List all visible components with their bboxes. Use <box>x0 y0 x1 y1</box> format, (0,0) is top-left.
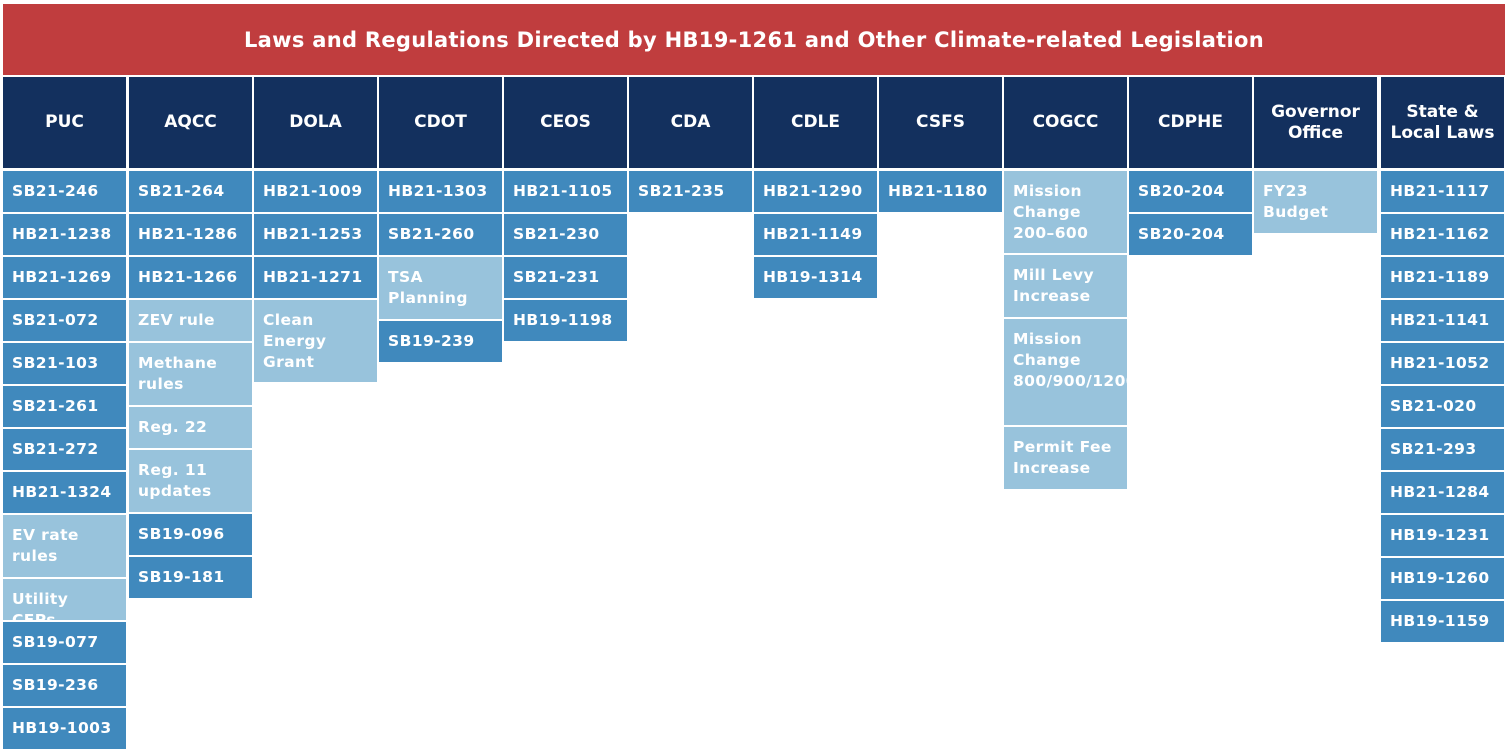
legislation-cell: HB21-1324 <box>3 472 126 515</box>
legislation-cell: ZEV rule <box>129 300 252 343</box>
legislation-cell: SB21-103 <box>3 343 126 386</box>
legislation-cell: Clean Energy Grant <box>254 300 377 384</box>
legislation-cell: HB21-1238 <box>3 214 126 257</box>
legislation-cell: HB21-1149 <box>754 214 877 257</box>
legislation-cell: Reg. 11 updates <box>129 450 252 514</box>
legislation-cell: SB21-230 <box>504 214 627 257</box>
legislation-cell: SB21-272 <box>3 429 126 472</box>
legislation-cell: HB19-1231 <box>1381 515 1504 558</box>
agency-column: CDA SB21-235 <box>629 77 752 214</box>
legislation-cell: HB21-1162 <box>1381 214 1504 257</box>
agency-header: CDPHE <box>1129 77 1252 168</box>
page-title: Laws and Regulations Directed by HB19-12… <box>3 4 1505 75</box>
legislation-cell: HB21-1290 <box>754 171 877 214</box>
legislation-cell: HB19-1314 <box>754 257 877 300</box>
agency-column: CDPHE SB20-204 SB20-204 <box>1129 77 1252 257</box>
agency-header: CDOT <box>379 77 502 168</box>
legislation-cell: SB19-239 <box>379 321 502 364</box>
agency-column: CDLE HB21-1290 HB21-1149 HB19-1314 <box>754 77 877 300</box>
agency-header: AQCC <box>129 77 252 168</box>
legislation-cell: HB21-1052 <box>1381 343 1504 386</box>
legislation-cell: SB19-181 <box>129 557 252 600</box>
agency-column: CDOT HB21-1303 SB21-260 TSA Planning SB19-23… <box>379 77 502 364</box>
legislation-cell: SB20-204 <box>1129 214 1252 257</box>
agency-column: COGCC Mission Change 200–600 Mill Levy Inc… <box>1004 77 1127 491</box>
legislation-cell: Utility CEPs <box>3 579 126 622</box>
legislation-cell: HB21-1269 <box>3 257 126 300</box>
legislation-cell: SB21-260 <box>379 214 502 257</box>
legislation-cell: HB21-1286 <box>129 214 252 257</box>
agency-column: CSFS HB21-1180 <box>879 77 1002 214</box>
legislation-cell: HB21-1117 <box>1381 171 1504 214</box>
legislation-cell: HB21-1253 <box>254 214 377 257</box>
legislation-cell: HB21-1271 <box>254 257 377 300</box>
legislation-cell: HB21-1284 <box>1381 472 1504 515</box>
legislation-cell: SB21-264 <box>129 171 252 214</box>
legislation-cell: EV rate rules <box>3 515 126 579</box>
agency-header: CDLE <box>754 77 877 168</box>
legislation-cell: Mill Levy Increase <box>1004 255 1127 319</box>
legislation-cell: HB19-1260 <box>1381 558 1504 601</box>
agency-columns: PUC SB21-246 HB21-1238 HB21-1269 SB21-072 SB2… <box>3 77 1505 754</box>
agency-column: PUC SB21-246 HB21-1238 HB21-1269 SB21-072 SB2… <box>3 77 126 751</box>
agency-column: DOLA HB21-1009 HB21-1253 HB21-1271 Clean Ene… <box>254 77 377 384</box>
legislation-cell: Mission Change 800/900/1200 <box>1004 319 1127 427</box>
agency-column: CEOS HB21-1105 SB21-230 SB21-231 HB19-1198 <box>504 77 627 343</box>
agency-column: AQCC SB21-264 HB21-1286 HB21-1266 ZEV rule Me… <box>129 77 252 600</box>
legislation-cell: SB21-020 <box>1381 386 1504 429</box>
agency-header: CEOS <box>504 77 627 168</box>
legislation-cell: Reg. 22 <box>129 407 252 450</box>
legislation-cell: HB21-1141 <box>1381 300 1504 343</box>
legislation-cell: Permit Fee Increase <box>1004 427 1127 491</box>
agency-header: PUC <box>3 77 126 168</box>
legislation-cell: SB19-077 <box>3 622 126 665</box>
legislation-cell: Mission Change 200–600 <box>1004 171 1127 255</box>
agency-header: DOLA <box>254 77 377 168</box>
legislation-cell: HB21-1189 <box>1381 257 1504 300</box>
legislation-cell: HB19-1003 <box>3 708 126 751</box>
legislation-cell: SB19-096 <box>129 514 252 557</box>
legislation-cell: HB21-1266 <box>129 257 252 300</box>
agency-column: State & Local Laws HB21-1117 HB21-1162 HB21… <box>1381 77 1504 644</box>
agency-header: State & Local Laws <box>1381 77 1504 168</box>
legislation-cell: HB19-1198 <box>504 300 627 343</box>
agency-header: Governor Office <box>1254 77 1377 168</box>
agency-column: Governor Office FY23 Budget <box>1254 77 1377 235</box>
legislation-cell: SB21-261 <box>3 386 126 429</box>
legislation-cell: HB21-1009 <box>254 171 377 214</box>
legislation-cell: HB21-1180 <box>879 171 1002 214</box>
agency-header: COGCC <box>1004 77 1127 168</box>
legislation-cell: HB21-1303 <box>379 171 502 214</box>
legislation-cell: SB19-236 <box>3 665 126 708</box>
legislation-cell: SB21-072 <box>3 300 126 343</box>
legislation-cell: HB19-1159 <box>1381 601 1504 644</box>
agency-header: CDA <box>629 77 752 168</box>
agency-header: CSFS <box>879 77 1002 168</box>
legislation-cell: SB21-246 <box>3 171 126 214</box>
legislation-cell: HB21-1105 <box>504 171 627 214</box>
legislation-cell: FY23 Budget <box>1254 171 1377 235</box>
legislation-cell: SB21-231 <box>504 257 627 300</box>
legislation-cell: SB21-293 <box>1381 429 1504 472</box>
legislation-cell: SB21-235 <box>629 171 752 214</box>
legislation-cell: Methane rules <box>129 343 252 407</box>
legislation-cell: TSA Planning <box>379 257 502 321</box>
legislation-cell: SB20-204 <box>1129 171 1252 214</box>
